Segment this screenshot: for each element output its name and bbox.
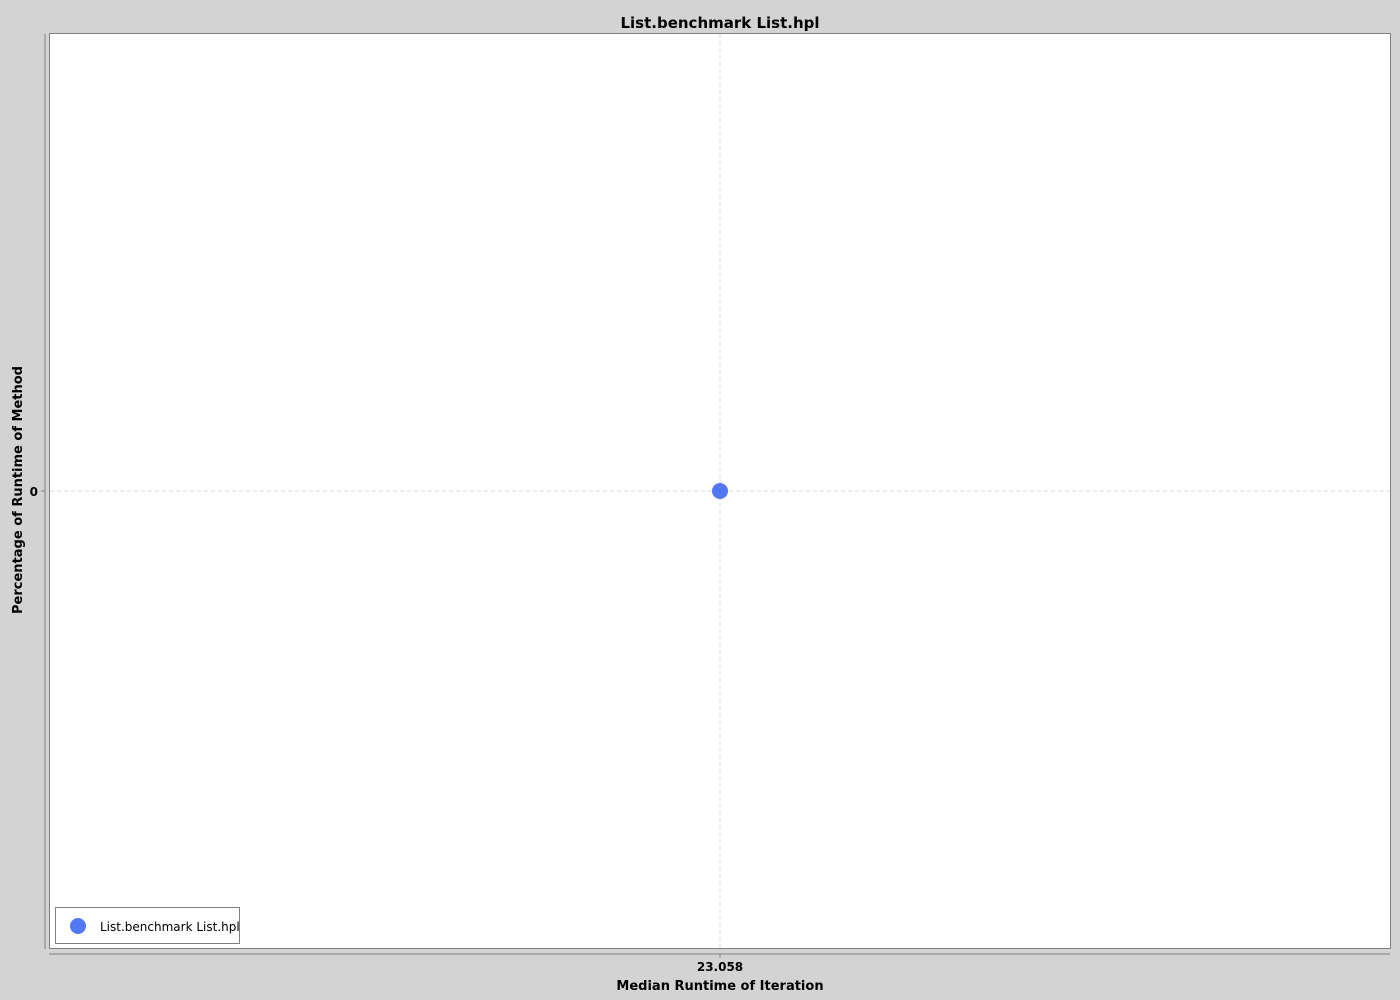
tick-layer: 23.058 0	[30, 485, 744, 974]
y-tick-label: 0	[30, 485, 38, 499]
legend-box	[55, 907, 240, 944]
legend-label: List.benchmark List.hpl	[100, 920, 240, 934]
data-point	[712, 483, 728, 499]
x-tick-label: 23.058	[697, 960, 743, 974]
legend-marker	[70, 918, 86, 934]
legend: List.benchmark List.hpl	[55, 907, 240, 944]
marks-layer	[712, 483, 728, 499]
x-axis-label: Median Runtime of Iteration	[616, 979, 823, 994]
chart-title: List.benchmark List.hpl	[620, 14, 819, 32]
y-axis-label: Percentage of Runtime of Method	[11, 366, 26, 614]
